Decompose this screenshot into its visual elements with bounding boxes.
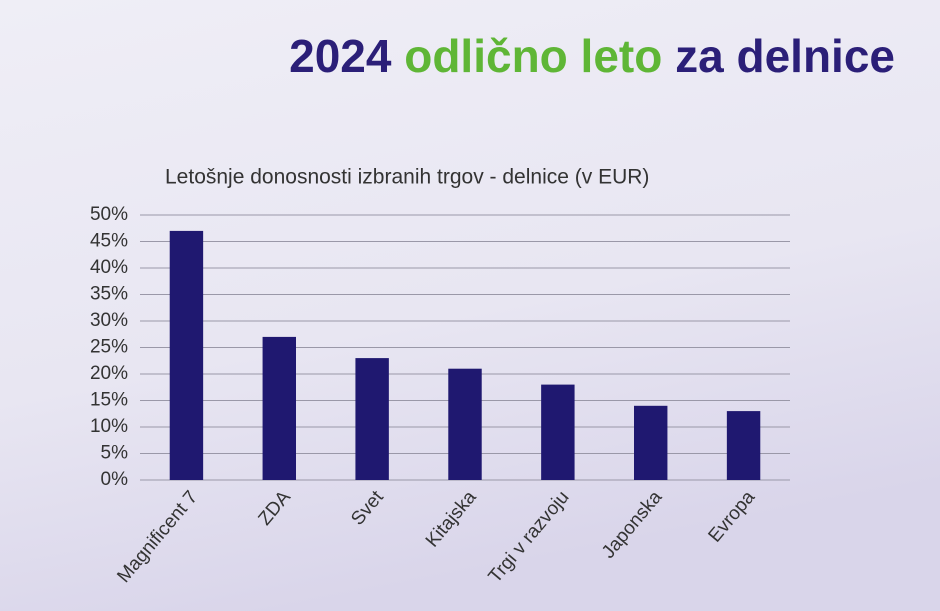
y-tick-label: 25% <box>90 337 128 358</box>
y-tick-label: 35% <box>90 284 128 305</box>
bar <box>541 384 575 480</box>
slide-title: 2024 odlično leto za delnice <box>289 30 895 82</box>
chart-title: Letošnje donosnosti izbranih trgov - del… <box>165 166 649 189</box>
title-part: odlično leto <box>404 30 662 82</box>
y-tick-label: 20% <box>90 363 128 384</box>
y-tick-label: 10% <box>90 416 128 437</box>
title-part: za delnice <box>675 30 895 82</box>
y-tick-label: 45% <box>90 231 128 252</box>
title-part: 2024 <box>289 30 392 82</box>
bar <box>448 368 482 480</box>
bar <box>726 411 761 480</box>
y-tick-label: 40% <box>90 257 128 278</box>
bar <box>262 336 296 480</box>
y-tick-label: 0% <box>101 469 129 490</box>
bar <box>634 405 668 480</box>
y-tick-label: 15% <box>90 390 128 411</box>
bar <box>169 230 204 480</box>
y-tick-label: 30% <box>90 310 128 331</box>
y-tick-label: 50% <box>90 204 128 225</box>
y-tick-label: 5% <box>101 443 129 464</box>
bar <box>355 358 389 480</box>
